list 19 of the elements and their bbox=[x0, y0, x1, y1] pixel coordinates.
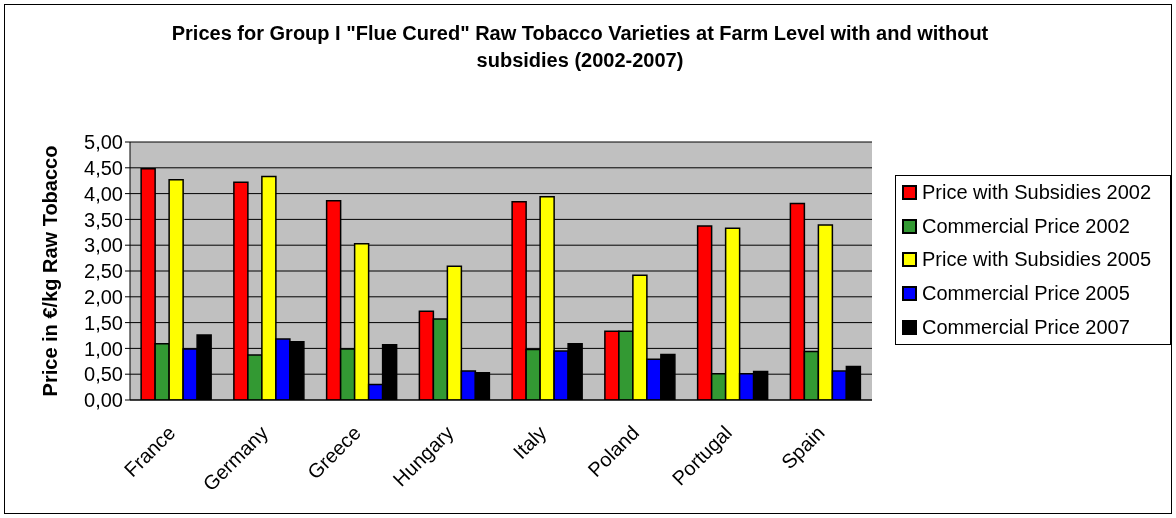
y-tick-label: 1,50 bbox=[84, 311, 123, 334]
y-tick-label: 5,00 bbox=[84, 131, 123, 154]
legend-label: Price with Subsidies 2002 bbox=[922, 181, 1152, 205]
legend-label: Commercial Price 2007 bbox=[922, 315, 1130, 339]
y-tick-label: 1,00 bbox=[84, 337, 123, 360]
y-tick-label: 3,50 bbox=[84, 208, 123, 231]
y-tick-label: 3,00 bbox=[84, 234, 123, 257]
chart-title: Prices for Group I "Flue Cured" Raw Tobacco Varieties at Farm Level with and without subsidies (2002-2007) bbox=[170, 21, 990, 73]
legend-label: Price with Subsidies 2005 bbox=[922, 248, 1152, 272]
y-tick-label: 2,00 bbox=[84, 285, 123, 308]
y-tick-label: 0,00 bbox=[84, 389, 123, 412]
y-tick-label: 4,00 bbox=[84, 182, 123, 205]
y-axis-title: Price in €/kg Raw Tobacco bbox=[38, 145, 62, 397]
legend-label: Commercial Price 2005 bbox=[922, 282, 1130, 306]
legend-label: Commercial Price 2002 bbox=[922, 214, 1130, 238]
y-tick-label: 4,50 bbox=[84, 156, 123, 179]
y-tick-label: 2,50 bbox=[84, 260, 123, 283]
y-tick-label: 0,50 bbox=[84, 363, 123, 386]
x-tick-label: Italy bbox=[508, 421, 551, 463]
